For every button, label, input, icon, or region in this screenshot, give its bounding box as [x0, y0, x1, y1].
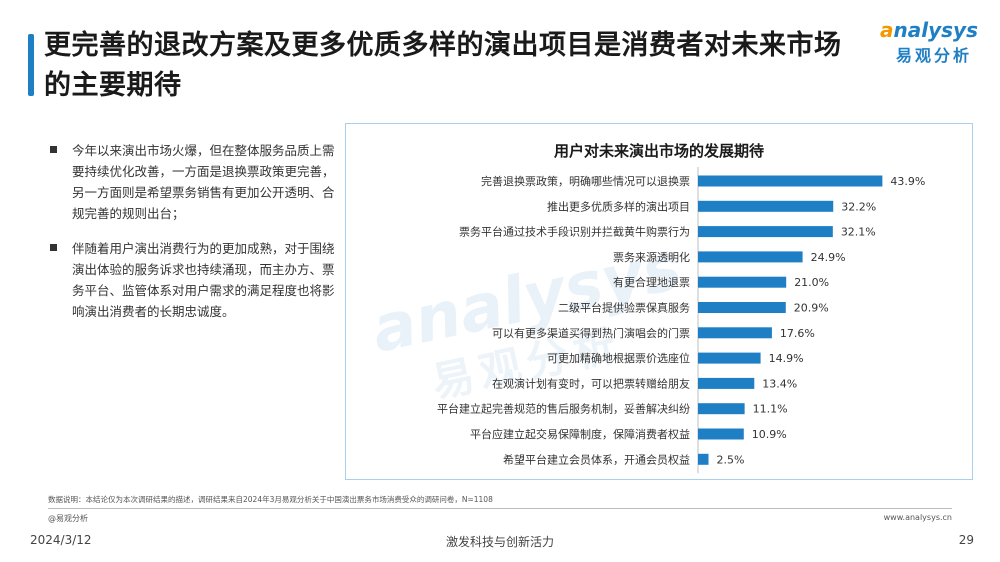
value-label: 13.4%	[762, 377, 797, 390]
category-label: 可更加精确地根据票价选座位	[547, 351, 690, 365]
bullet-item: 伴随着用户演出消费行为的更加成熟，对于围绕演出体验的服务诉求也持续涌现，而主办方…	[48, 238, 338, 322]
bullet-item: 今年以来演出市场火爆，但在整体服务品质上需要持续优化改善，一方面是退换票政策更完…	[48, 140, 338, 224]
category-label: 二级平台提供验票保真服务	[558, 301, 690, 315]
bullet-list: 今年以来演出市场火爆，但在整体服务品质上需要持续优化改善，一方面是退换票政策更完…	[48, 140, 338, 336]
page-number: 29	[958, 533, 974, 547]
bar	[698, 251, 803, 263]
footer-slogan: 激发科技与创新活力	[445, 535, 554, 549]
category-label: 希望平台建立会员体系，开通会员权益	[503, 452, 690, 466]
page-title: 更完善的退改方案及更多优质多样的演出项目是消费者对未来市场的主要期待	[44, 30, 842, 101]
category-label: 票务来源透明化	[613, 250, 690, 264]
website-text: www.analysys.cn	[883, 513, 952, 522]
analysys-logo: analysys 易观分析	[858, 18, 978, 68]
category-label: 平台建立起完善规范的售后服务机制，妥善解决纠纷	[437, 402, 690, 416]
category-label: 有更合理地退票	[613, 275, 690, 289]
value-label: 32.1%	[841, 226, 876, 239]
bar	[698, 226, 833, 238]
value-label: 20.9%	[794, 302, 829, 315]
logo-chinese: 易观分析	[895, 46, 972, 65]
bar	[698, 276, 787, 288]
value-label: 21.0%	[794, 276, 829, 289]
bar	[698, 327, 772, 339]
footer-divider	[48, 508, 952, 509]
bar-chart: 完善退换票政策，明确哪些情况可以退换票 43.9% 推出更多优质多样的演出项目 32.…	[437, 167, 925, 474]
value-label: 2.5%	[717, 453, 745, 466]
bullet-text: 今年以来演出市场火爆，但在整体服务品质上需要持续优化改善，一方面是退换票政策更完…	[72, 143, 335, 221]
category-label: 平台应建立起交易保障制度，保障消费者权益	[470, 427, 690, 441]
title-accent-bar	[28, 34, 34, 96]
value-label: 17.6%	[780, 327, 815, 340]
bullet-square-icon	[50, 244, 57, 251]
value-label: 32.2%	[841, 200, 876, 213]
logo-wordmark: analysys	[880, 18, 978, 42]
category-label: 在观演计划有变时，可以把票转赠给朋友	[492, 376, 690, 390]
bullet-text: 伴随着用户演出消费行为的更加成熟，对于围绕演出体验的服务诉求也持续涌现，而主办方…	[72, 241, 335, 319]
bar	[698, 302, 786, 313]
category-label: 推出更多优质多样的演出项目	[547, 199, 690, 213]
category-label: 票务平台通过技术手段识别并拦截黄牛购票行为	[459, 225, 690, 239]
bar	[698, 175, 883, 187]
value-label: 11.1%	[753, 403, 788, 416]
bar	[698, 453, 709, 465]
bar	[698, 428, 744, 440]
category-label: 完善退换票政策，明确哪些情况可以退换票	[481, 174, 690, 188]
value-label: 24.9%	[811, 251, 846, 264]
chart-title: 用户对未来演出市场的发展期待	[553, 142, 764, 160]
bar	[698, 377, 755, 389]
bar	[698, 352, 761, 364]
bar	[698, 403, 745, 415]
category-label: 可以有更多渠道买得到热门演唱会的门票	[492, 326, 690, 340]
value-label: 43.9%	[890, 175, 925, 188]
value-label: 14.9%	[769, 352, 804, 365]
copyright-text: @易观分析	[48, 514, 88, 523]
report-date: 2024/3/12	[30, 533, 92, 547]
bullet-square-icon	[50, 146, 57, 153]
data-note: 数据说明：本结论仅为本次调研结果的描述，调研结果来自2024年3月易观分析关于中…	[48, 495, 493, 504]
value-label: 10.9%	[752, 428, 787, 441]
bar	[698, 200, 834, 212]
